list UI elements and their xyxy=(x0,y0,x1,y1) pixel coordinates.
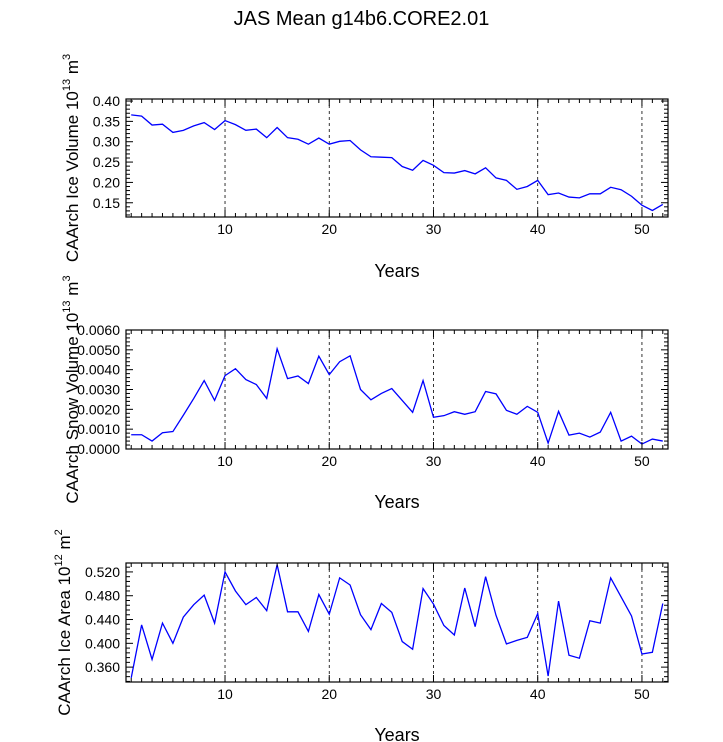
x-tick-label: 30 xyxy=(426,453,442,469)
x-axis-title: Years xyxy=(374,261,419,281)
x-tick-label: 10 xyxy=(217,453,233,469)
y-axis-unit-base: 10 xyxy=(55,566,74,585)
y-axis-unit-base: 10 xyxy=(63,313,82,332)
y-tick-label: 0.400 xyxy=(85,635,120,651)
page-title: JAS Mean g14b6.CORE2.01 xyxy=(233,8,490,30)
y-tick-label: 0.0010 xyxy=(77,421,120,437)
plot-frame xyxy=(125,562,669,683)
y-tick-label: 0.0000 xyxy=(77,441,120,457)
y-tick-label: 0.0020 xyxy=(77,401,120,417)
x-tick-label: 10 xyxy=(217,221,233,237)
plot-frame xyxy=(125,98,669,218)
x-tick-label: 40 xyxy=(530,686,546,702)
chart-panel-1: 10 20 30 40 50 0.15 0.20 0.25 0.30 0.35 0.40 Years C… xyxy=(61,54,669,281)
x-tick-label: 30 xyxy=(426,221,442,237)
y-tick-label: 0.440 xyxy=(85,612,120,628)
y-axis-label: CAArch Snow Volume xyxy=(63,332,82,504)
x-tick-label: 40 xyxy=(530,221,546,237)
series-line xyxy=(131,114,664,212)
y-tick-label: 0.0030 xyxy=(77,382,120,398)
y-axis-unit-power: 3 xyxy=(61,275,73,281)
y-axis-unit-power: 3 xyxy=(61,54,73,60)
y-tick-label: 0.35 xyxy=(93,113,120,129)
y-tick-label: 0.40 xyxy=(93,93,120,109)
x-tick-label: 20 xyxy=(321,686,337,702)
y-tick-label: 0.20 xyxy=(93,174,120,190)
y-axis-unit: m xyxy=(63,60,82,79)
y-tick-label: 0.0050 xyxy=(77,342,120,358)
y-axis-unit-exponent: 12 xyxy=(53,554,65,566)
x-tick-label: 50 xyxy=(634,686,650,702)
plot-frame xyxy=(125,329,669,450)
y-axis-label: CAArch Ice Volume xyxy=(63,110,82,262)
series-line xyxy=(131,346,663,446)
chart-panel-3: 10 20 30 40 50 0.360 0.400 0.440 0.480 0.520 Years… xyxy=(53,529,669,742)
y-axis-unit-exponent: 13 xyxy=(61,300,73,312)
y-axis-title: CAArch Ice Area 1012 m2 xyxy=(53,529,74,716)
y-axis-unit: m xyxy=(63,282,82,301)
y-tick-label: 0.0060 xyxy=(77,322,120,338)
x-tick-label: 10 xyxy=(217,686,233,702)
y-axis-unit-exponent: 13 xyxy=(61,79,73,91)
y-tick-label: 0.520 xyxy=(85,564,120,580)
y-tick-label: 0.15 xyxy=(93,195,120,211)
x-tick-label: 20 xyxy=(321,453,337,469)
x-tick-label: 50 xyxy=(634,221,650,237)
y-axis-unit: m xyxy=(55,535,74,554)
x-tick-label: 30 xyxy=(426,686,442,702)
y-axis-title: CAArch Snow Volume 1013 m3 xyxy=(61,275,82,503)
x-tick-label: 20 xyxy=(321,221,337,237)
x-axis-title: Years xyxy=(374,492,419,512)
series-line xyxy=(130,564,664,678)
y-axis-unit-power: 2 xyxy=(53,529,65,535)
x-tick-label: 40 xyxy=(530,453,546,469)
x-tick-label: 50 xyxy=(634,453,650,469)
y-tick-label: 0.480 xyxy=(85,588,120,604)
y-axis-title: CAArch Ice Volume 1013 m3 xyxy=(61,54,82,262)
chart-panel-2: 10 20 30 40 50 0.0000 0.0010 0.0020 0.0030 0.0040… xyxy=(61,275,669,512)
y-tick-label: 0.360 xyxy=(85,659,120,675)
y-tick-label: 0.25 xyxy=(93,154,120,170)
y-tick-label: 0.30 xyxy=(93,134,120,150)
y-tick-label: 0.0040 xyxy=(77,362,120,378)
x-axis-title: Years xyxy=(374,725,419,742)
y-axis-label: CAArch Ice Area xyxy=(55,585,74,715)
y-axis-unit-base: 10 xyxy=(63,91,82,110)
